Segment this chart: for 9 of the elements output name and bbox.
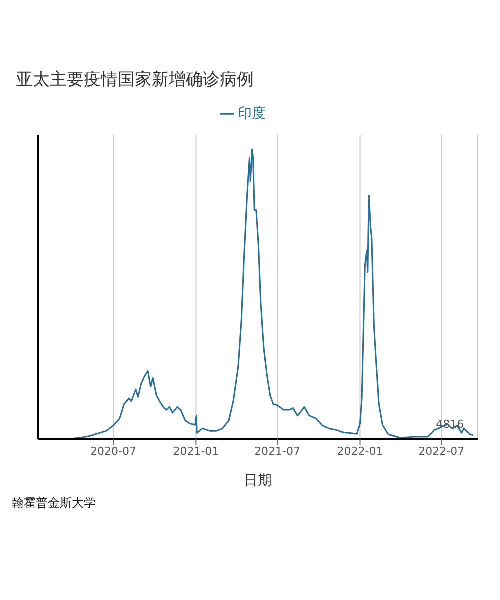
x-tick-label: 2021-01	[173, 444, 220, 458]
chart-title: 亚太主要疫情国家新增确诊病例	[15, 69, 255, 92]
x-tick-label: 2022-07	[418, 444, 465, 458]
legend-label: 印度	[238, 106, 266, 122]
x-axis-title: 日期	[244, 473, 272, 489]
text: 翰霍普金斯大学	[11, 495, 97, 512]
x-tick-label: 2022-01	[337, 444, 384, 458]
x-tick-label: 2021-07	[254, 444, 301, 458]
x-tick-label: 2020-07	[90, 444, 136, 458]
